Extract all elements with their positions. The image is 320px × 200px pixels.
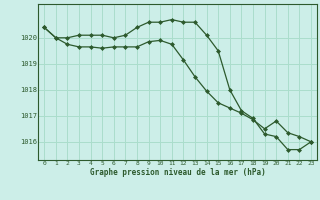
X-axis label: Graphe pression niveau de la mer (hPa): Graphe pression niveau de la mer (hPa) bbox=[90, 168, 266, 177]
